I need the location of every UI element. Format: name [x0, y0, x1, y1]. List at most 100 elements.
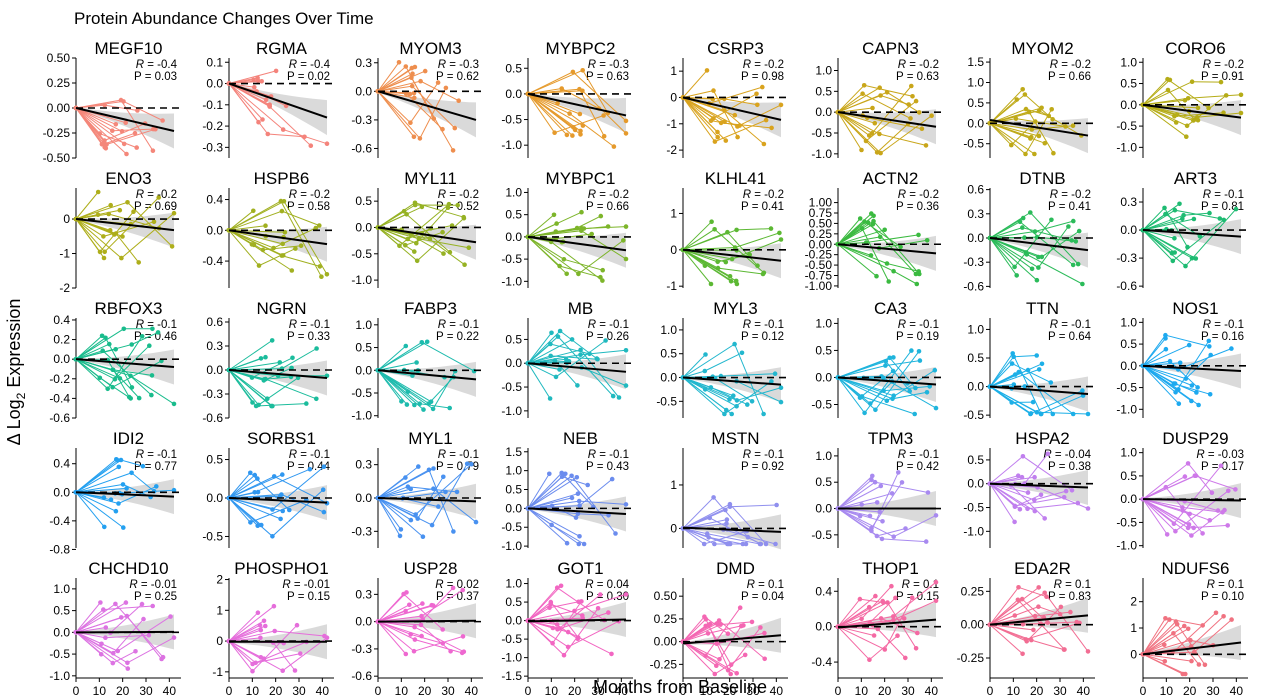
y-tick-label: -0.3	[351, 642, 372, 656]
data-point	[110, 660, 116, 666]
y-tick-label: 0.0	[505, 87, 522, 101]
panel-hspa2: HSPA2R = -0.04P = 0.38 -1.0 -0.5 0.0 0.5	[963, 429, 1095, 548]
r-value: = 0.1	[1215, 579, 1244, 591]
data-point	[712, 227, 717, 232]
y-tick-label: 1.0	[967, 322, 984, 336]
data-point	[1036, 604, 1041, 609]
y-tick-label: 0	[670, 243, 677, 257]
r-symbol: R	[1054, 579, 1062, 591]
y-tick-label: -1	[666, 279, 677, 293]
subject-line	[682, 249, 738, 285]
y-tick-label: 0.0	[660, 371, 677, 385]
data-point	[1019, 596, 1025, 602]
subject-line	[75, 466, 120, 493]
y-tick-label: -0.3	[351, 113, 372, 127]
data-point	[441, 251, 446, 256]
data-point	[447, 405, 453, 411]
subject-line	[682, 249, 712, 285]
subject-line	[1142, 619, 1170, 655]
y-tick-label: -0.8	[49, 542, 70, 556]
data-point	[623, 256, 629, 262]
data-point	[564, 540, 570, 546]
y-tick-label: -0.50	[43, 151, 71, 165]
data-point	[417, 136, 423, 141]
data-point	[449, 223, 455, 228]
x-tick-label: 0	[73, 684, 80, 698]
x-tick-label: 20	[1030, 684, 1044, 698]
data-point	[867, 657, 872, 662]
data-point	[1226, 488, 1231, 494]
data-point	[103, 146, 109, 151]
r-statistic: R = -0.1	[1050, 319, 1091, 331]
data-point	[278, 198, 284, 204]
data-point	[573, 515, 579, 520]
panel-title: DUSP29	[1162, 429, 1228, 448]
regression-line	[682, 634, 782, 645]
data-point	[429, 522, 435, 528]
y-tick-label: 0.25	[654, 612, 678, 626]
data-point	[555, 334, 561, 339]
r-symbol: R	[1203, 189, 1211, 201]
r-value: = 0.1	[910, 579, 939, 591]
data-point	[1163, 332, 1168, 338]
y-tick-label: -1.0	[351, 409, 372, 423]
confidence-band	[378, 224, 476, 260]
subject-line	[682, 97, 718, 133]
x-tick-label: 30	[1206, 684, 1220, 698]
data-point	[419, 340, 425, 345]
y-tick-label: -0.5	[811, 397, 832, 411]
data-point	[1172, 207, 1178, 213]
data-point	[549, 503, 555, 509]
r-statistic: R = -0.2	[898, 59, 939, 71]
subject-line	[228, 474, 256, 499]
r-value: = -0.2	[446, 189, 479, 201]
regression-line	[837, 243, 937, 255]
data-point	[577, 503, 582, 508]
p-value: P = 0.83	[1048, 591, 1091, 603]
x-tick-label: 10	[246, 684, 260, 698]
x-tick-label: 10	[1160, 684, 1174, 698]
data-point	[867, 513, 873, 519]
data-point	[727, 504, 733, 510]
panel-title: MYOM2	[1011, 39, 1073, 58]
y-tick-label: 0.5	[1120, 469, 1137, 483]
subject-trajectories	[375, 339, 477, 412]
subject-line	[989, 368, 1040, 388]
r-statistic: R = -0.4	[289, 59, 331, 71]
data-point	[1039, 361, 1045, 367]
y-tick-label: -1.5	[501, 669, 522, 683]
r-value: = -0.1	[144, 449, 177, 461]
panel-title: MYL11	[404, 169, 457, 188]
regression-line	[837, 376, 937, 386]
data-point	[1221, 217, 1227, 223]
subject-line	[682, 97, 725, 123]
data-point	[1020, 651, 1025, 657]
data-point	[1182, 98, 1188, 103]
data-point	[1209, 490, 1215, 496]
data-point	[728, 671, 733, 677]
y-tick-label: -0.3	[202, 387, 223, 401]
x-tick-label: 20	[269, 684, 283, 698]
data-point	[1080, 388, 1085, 393]
regression-line	[682, 526, 782, 533]
data-point	[258, 356, 264, 361]
subject-line	[527, 93, 584, 127]
regression-line	[527, 507, 627, 516]
data-point	[701, 541, 707, 547]
x-tick-label: 40	[1230, 684, 1244, 698]
data-point	[111, 650, 116, 656]
data-point	[703, 616, 709, 622]
data-point	[549, 330, 554, 336]
y-tick-label: 0	[670, 90, 677, 104]
data-point	[777, 230, 782, 236]
data-point	[714, 621, 720, 626]
data-point	[1032, 613, 1038, 619]
data-point	[411, 134, 417, 140]
y-tick-label: 0.0	[505, 614, 522, 628]
p-value: P = 0.02	[287, 71, 330, 83]
data-point	[412, 402, 417, 408]
data-point	[737, 605, 743, 610]
data-point	[403, 608, 408, 614]
